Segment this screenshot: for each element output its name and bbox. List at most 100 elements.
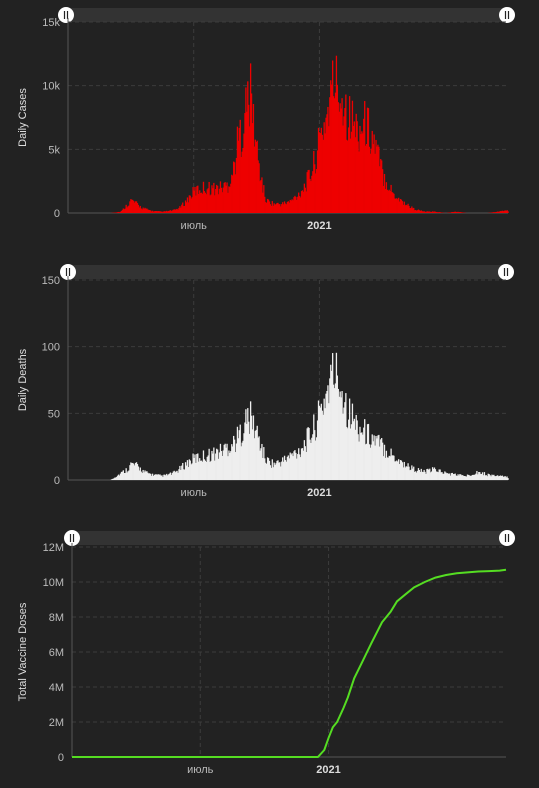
range-slider[interactable] — [58, 7, 515, 23]
bar — [503, 476, 505, 480]
bar — [442, 473, 444, 480]
handle-circle[interactable] — [60, 264, 76, 280]
bar — [394, 461, 396, 480]
bar — [206, 456, 208, 480]
slider-handle-left[interactable] — [60, 264, 76, 280]
bar — [431, 211, 434, 213]
bar — [235, 157, 238, 213]
slider-track[interactable] — [72, 531, 507, 545]
bar — [505, 210, 507, 213]
slider-handle-left[interactable] — [64, 530, 80, 546]
bar — [440, 472, 442, 480]
bar — [232, 175, 234, 213]
bar — [382, 186, 385, 213]
bar — [467, 474, 470, 480]
bar — [295, 196, 297, 213]
slider-handle-right[interactable] — [499, 7, 515, 23]
bar — [160, 475, 162, 480]
bar — [233, 162, 236, 213]
x-tick-label: 2021 — [307, 487, 331, 499]
bar — [419, 471, 421, 480]
bar — [446, 473, 448, 480]
bar — [205, 194, 207, 213]
bar — [412, 208, 414, 213]
bar — [502, 476, 504, 480]
bar — [328, 126, 330, 213]
bar — [236, 126, 239, 213]
bar — [313, 414, 315, 480]
bar — [343, 116, 345, 213]
daily-deaths-panel: 0 50 100 150 июль 2021 Daily Deaths — [17, 264, 514, 499]
bar — [464, 476, 467, 480]
bar — [502, 211, 504, 213]
handle-circle[interactable] — [64, 530, 80, 546]
bar — [365, 145, 367, 213]
bar — [433, 211, 436, 213]
bar — [164, 211, 166, 213]
bar — [427, 468, 429, 480]
bar — [406, 466, 408, 480]
bar — [365, 443, 368, 480]
bar-series — [110, 352, 509, 480]
bar — [392, 455, 394, 480]
slider-handle-right[interactable] — [498, 264, 514, 280]
bar — [146, 208, 148, 213]
handle-circle[interactable] — [58, 7, 74, 23]
bar — [385, 450, 388, 480]
bar — [500, 475, 503, 480]
bar — [123, 209, 125, 213]
bar — [371, 434, 373, 480]
bar — [303, 183, 306, 213]
bar — [361, 131, 363, 213]
bar — [181, 465, 183, 480]
bar — [390, 448, 392, 480]
y-axis-label: Daily Deaths — [17, 348, 29, 411]
bar — [302, 450, 305, 480]
bar — [371, 130, 373, 213]
handle-circle[interactable] — [499, 7, 515, 23]
bar — [200, 460, 202, 480]
handle-circle[interactable] — [499, 530, 515, 546]
range-slider[interactable] — [64, 530, 515, 546]
bar — [493, 212, 495, 213]
bar — [404, 467, 406, 480]
bar — [337, 102, 339, 213]
bar — [403, 461, 405, 480]
bar — [271, 201, 273, 213]
bar — [167, 474, 170, 480]
bar — [114, 477, 116, 480]
bar — [150, 211, 153, 213]
bar — [229, 452, 231, 480]
bar — [133, 200, 135, 213]
bar — [214, 460, 216, 480]
bar — [497, 211, 500, 213]
bar — [133, 463, 135, 480]
bar — [419, 210, 421, 213]
slider-handle-left[interactable] — [58, 7, 74, 23]
bar — [360, 134, 362, 213]
bar — [234, 452, 237, 480]
bar — [117, 474, 120, 480]
bar — [139, 467, 141, 480]
bar — [409, 470, 411, 480]
bar — [180, 207, 182, 213]
bar — [393, 455, 395, 480]
slider-track[interactable] — [66, 8, 507, 22]
bar — [201, 193, 204, 213]
bar — [344, 108, 346, 213]
bar — [480, 474, 483, 480]
bar — [156, 474, 158, 480]
slider-handle-right[interactable] — [499, 530, 515, 546]
bar — [175, 209, 177, 213]
handle-circle[interactable] — [498, 264, 514, 280]
bar — [283, 201, 286, 213]
bar — [275, 463, 277, 480]
bar — [300, 191, 303, 213]
bar — [332, 384, 335, 480]
bar — [121, 471, 124, 480]
range-slider[interactable] — [60, 264, 514, 280]
bar — [279, 204, 281, 213]
slider-track[interactable] — [68, 265, 506, 279]
y-axis-label: Total Vaccine Doses — [17, 602, 29, 701]
bar — [118, 475, 121, 480]
